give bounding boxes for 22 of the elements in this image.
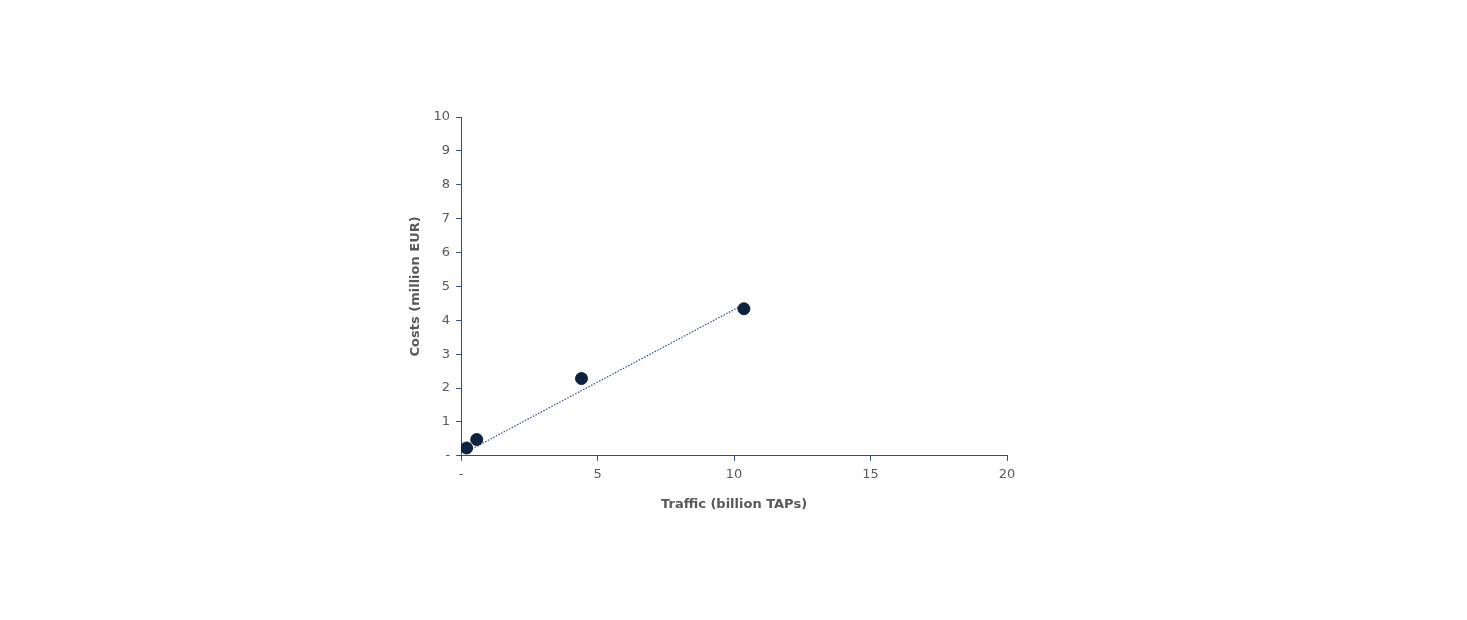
y-tick-label: 4 [441, 311, 451, 327]
y-tick-label: 6 [441, 243, 451, 259]
x-tick-label: 5 [593, 465, 602, 481]
x-tick-label: - [458, 465, 464, 481]
point [470, 433, 484, 447]
x-axis-title: Traffic (billion TAPs) [661, 495, 808, 511]
point [737, 302, 751, 316]
y-tick-label: 10 [433, 108, 451, 124]
point [575, 372, 588, 386]
y-tick-label: 9 [441, 142, 451, 158]
y-axis-title: Costs (million EUR) [407, 216, 423, 357]
x-tick-label: 15 [862, 465, 879, 481]
x-tick-label: 10 [725, 465, 743, 481]
y-tick-label: - [445, 447, 451, 463]
y-tick-label: 8 [441, 176, 451, 192]
y-tick-label: 3 [441, 345, 451, 361]
y-tick-label: 1 [441, 413, 451, 429]
y-tick-label: 2 [441, 379, 451, 395]
x-tick-label: 20 [998, 465, 1016, 481]
y-tick-label: 7 [441, 210, 451, 226]
y-tick-label: 5 [441, 277, 451, 293]
point [461, 441, 474, 455]
